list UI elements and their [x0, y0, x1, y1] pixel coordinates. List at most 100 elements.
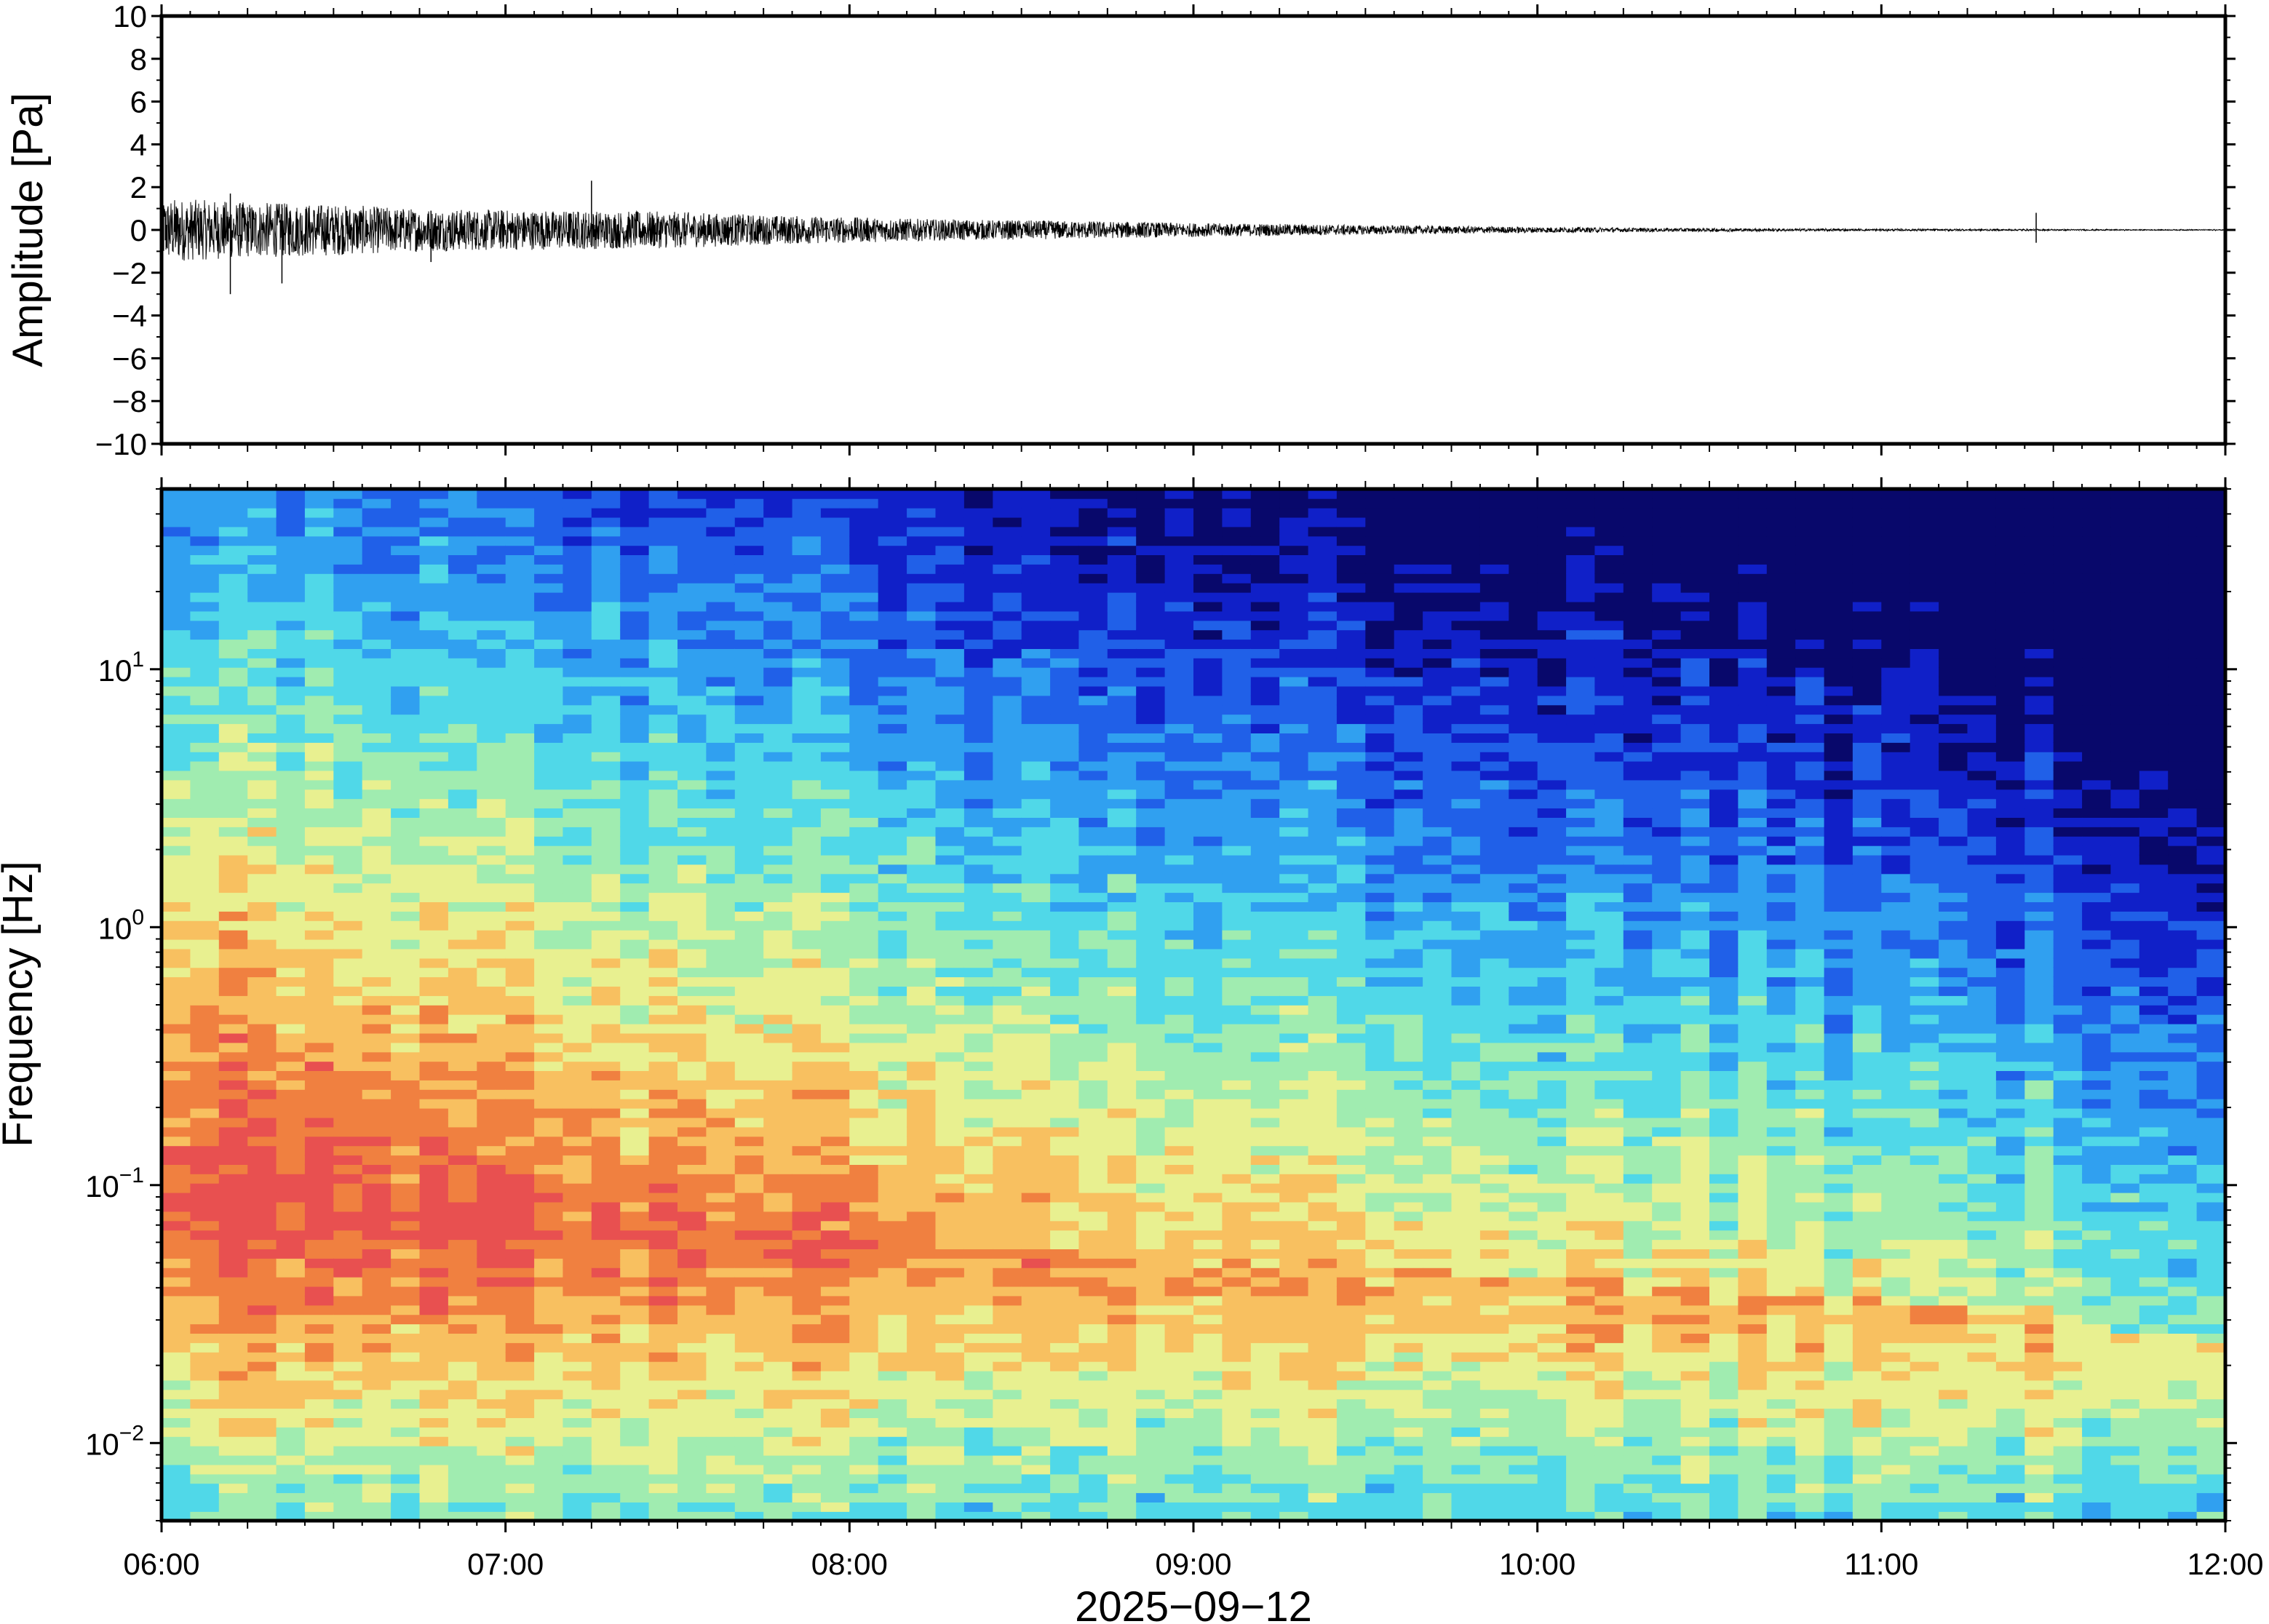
spectrogram-cell	[935, 789, 965, 800]
spectrogram-cell	[563, 827, 592, 837]
spectrogram-cell	[734, 779, 764, 790]
spectrogram-cell	[534, 658, 564, 668]
spectrogram-cell	[247, 1473, 277, 1484]
spectrogram-cell	[304, 1174, 335, 1184]
spectrogram-cell	[1336, 1352, 1367, 1362]
spectrogram-cell	[935, 573, 965, 584]
spectrogram-cell	[333, 1249, 363, 1259]
spectrogram-cell	[849, 967, 879, 978]
spectrogram-cell	[1365, 1192, 1395, 1203]
spectrogram-cell	[190, 948, 220, 959]
spectrogram-cell	[648, 817, 678, 827]
spectrogram-cell	[677, 592, 707, 602]
spectrogram-cell	[505, 573, 535, 584]
spectrogram-cell	[505, 892, 535, 902]
spectrogram-cell	[935, 808, 965, 818]
spectrogram-cell	[448, 864, 478, 875]
spectrogram-cell	[1308, 854, 1338, 865]
spectrogram-cell	[993, 1483, 1022, 1494]
spectrogram-cell	[304, 742, 335, 752]
spectrogram-cell	[820, 554, 851, 565]
spectrogram-cell	[935, 1361, 965, 1372]
spectrogram-cell	[620, 498, 650, 509]
spectrogram-cell	[247, 751, 277, 762]
spectrogram-cell	[963, 1417, 994, 1428]
spectrogram-cell	[993, 1032, 1022, 1043]
spectrogram-cell	[734, 648, 764, 658]
spectrogram-cell	[304, 976, 335, 987]
spectrogram-cell	[1336, 536, 1367, 546]
spectrogram-cell	[1365, 1324, 1395, 1334]
spectrogram-cell	[218, 1492, 248, 1502]
spectrogram-cell	[333, 1211, 363, 1222]
spectrogram-cell	[1250, 967, 1280, 978]
spectrogram-cell	[362, 507, 392, 518]
spectrogram-cell	[763, 976, 793, 987]
spectrogram-cell	[1021, 1164, 1051, 1174]
spectrogram-cell	[1308, 845, 1338, 856]
spectrogram-cell	[304, 1464, 335, 1475]
spectrogram-cell	[907, 610, 937, 621]
spectrogram-cell	[1050, 517, 1080, 528]
spectrogram-cell	[1193, 1098, 1223, 1109]
spectrogram-cell	[448, 1126, 478, 1137]
spectrogram-cell	[1394, 1380, 1423, 1390]
spectrogram-cell	[706, 723, 736, 733]
spectrogram-cell	[1050, 526, 1080, 537]
spectrogram-cell	[1193, 658, 1223, 668]
spectrogram-cell	[1021, 1192, 1051, 1203]
spectrogram-cell	[1107, 1305, 1137, 1315]
spectrogram-cell	[677, 1267, 707, 1278]
spectrogram-cell	[477, 1267, 506, 1278]
spectrogram-cell	[878, 666, 907, 677]
spectrogram-cell	[304, 714, 335, 725]
spectrogram-cell	[362, 1201, 392, 1212]
spectrogram-cell	[362, 892, 392, 902]
spectrogram-cell	[218, 1258, 248, 1268]
spectrogram-cell	[1279, 582, 1309, 593]
spectrogram-cell	[792, 1492, 822, 1502]
spectrogram-cell	[362, 554, 392, 565]
spectrogram-cell	[162, 948, 191, 959]
spectrogram-cell	[333, 564, 363, 574]
spectrogram-cell	[849, 1295, 879, 1306]
spectrogram-cell	[820, 526, 851, 537]
spectrogram-cell	[362, 1492, 392, 1502]
spectrogram-cell	[1193, 1370, 1223, 1381]
spectrogram-cell	[734, 536, 764, 546]
spectrogram-cell	[1279, 629, 1309, 640]
spectrogram-cell	[1308, 610, 1338, 621]
spectrogram-cell	[1279, 1483, 1309, 1494]
spectrogram-cell	[820, 1249, 851, 1259]
spectrogram-cell	[419, 1324, 449, 1334]
spectrogram-cell	[1394, 1398, 1423, 1409]
spectrogram-cell	[419, 695, 449, 706]
spectrogram-cell	[1279, 1230, 1309, 1241]
spectrogram-cell	[907, 1051, 937, 1062]
spectrogram-cell	[820, 1389, 851, 1400]
spectrogram-cell	[419, 1211, 449, 1222]
spectrogram-cell	[1193, 676, 1223, 687]
spectrogram-cell	[505, 676, 535, 687]
spectrogram-cell	[218, 751, 248, 762]
spectrogram-cell	[734, 1174, 764, 1184]
waveform-y-tick-label: 2	[130, 170, 147, 204]
spectrogram-cell	[1308, 1005, 1338, 1015]
spectrogram-cell	[1308, 1192, 1338, 1203]
spectrogram-cell	[162, 1211, 191, 1222]
spectrogram-cell	[304, 986, 335, 996]
spectrogram-cell	[1050, 620, 1080, 631]
spectrogram-cell	[1021, 742, 1051, 752]
spectrogram-cell	[505, 1483, 535, 1494]
spectrogram-cell	[190, 620, 220, 631]
spectrogram-cell	[1136, 1398, 1166, 1409]
spectrogram-cell	[247, 1155, 277, 1165]
spectrogram-cell	[648, 1258, 678, 1268]
spectrogram-cell	[1136, 1445, 1166, 1456]
spectrogram-cell	[993, 620, 1022, 631]
spectrogram-cell	[1136, 1370, 1166, 1381]
spectrogram-cell	[1164, 1230, 1194, 1241]
spectrogram-cell	[706, 1417, 736, 1428]
spectrogram-cell	[276, 685, 306, 696]
spectrogram-cell	[304, 1126, 335, 1137]
